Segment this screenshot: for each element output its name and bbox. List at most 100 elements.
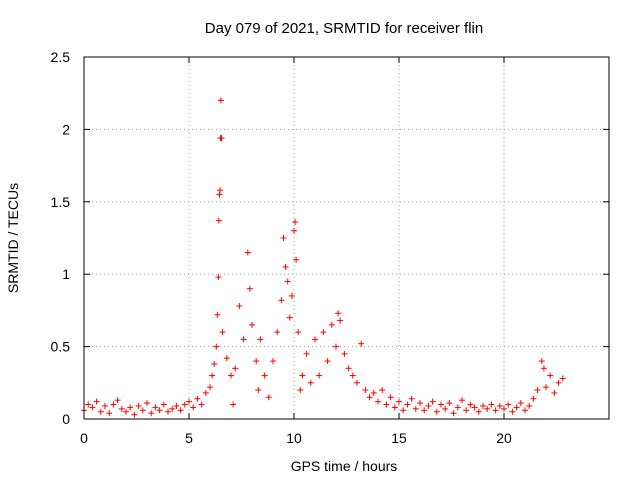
data-point (442, 405, 449, 412)
data-point (216, 191, 223, 198)
data-point (387, 394, 394, 401)
data-point (214, 311, 221, 318)
x-axis-label: GPS time / hours (291, 458, 398, 474)
data-point (93, 398, 100, 405)
data-point (253, 358, 260, 365)
data-point (202, 389, 209, 396)
x-tick-label: 10 (286, 430, 302, 446)
data-point (543, 384, 549, 391)
data-point (534, 387, 541, 394)
data-point (404, 401, 411, 408)
data-point (475, 408, 482, 415)
data-point (383, 401, 390, 408)
data-point (89, 404, 96, 411)
data-point (429, 398, 436, 405)
data-point (236, 303, 243, 310)
data-point (177, 407, 184, 414)
data-point (217, 187, 224, 194)
data-point (173, 402, 180, 409)
data-point (288, 292, 295, 299)
data-point (284, 278, 291, 285)
data-point (292, 219, 299, 226)
data-point (459, 397, 465, 404)
data-point (106, 410, 113, 417)
data-point (408, 395, 415, 402)
data-point (211, 360, 218, 367)
data-point (240, 336, 247, 343)
ticks: 0 0.5 1 1.5 2 2.5 0 5 10 15 20 (51, 49, 609, 446)
data-point (278, 297, 285, 304)
data-point (513, 404, 520, 411)
data-point (97, 408, 104, 415)
data-point (123, 408, 129, 415)
data-point (333, 343, 339, 350)
data-point (433, 408, 440, 415)
data-point (274, 329, 281, 336)
data-point (209, 372, 216, 379)
data-point (335, 310, 342, 317)
data-point (446, 400, 453, 407)
data-point (249, 321, 255, 328)
data-point (135, 402, 142, 409)
data-point (358, 340, 365, 347)
data-point (110, 401, 117, 408)
data-point (217, 97, 224, 104)
data-point (312, 336, 318, 343)
data-point (488, 401, 495, 408)
data-point (454, 404, 461, 411)
data-point (232, 365, 239, 372)
y-tick-label: 2 (62, 121, 70, 137)
data-point (555, 379, 562, 386)
data-point (194, 395, 201, 402)
data-point (538, 358, 545, 365)
data-point (396, 398, 402, 405)
data-point (324, 358, 331, 365)
data-point (307, 379, 314, 386)
data-point (218, 135, 225, 142)
y-tick-label: 0.5 (51, 339, 71, 355)
data-point (501, 405, 507, 412)
data-point (463, 407, 470, 414)
data-point (345, 365, 352, 372)
data-point (484, 405, 491, 412)
data-point (230, 401, 237, 408)
data-point (366, 394, 373, 401)
data-point (114, 397, 121, 404)
data-point (207, 384, 213, 391)
data-point (540, 365, 547, 372)
data-point (391, 404, 398, 411)
x-tick-label: 5 (185, 430, 193, 446)
data-point (496, 402, 503, 409)
data-point (257, 336, 264, 343)
data-point (198, 401, 205, 408)
data-point (505, 401, 512, 408)
data-point (421, 407, 428, 414)
data-point (139, 407, 146, 414)
data-point (438, 401, 444, 408)
data-point (246, 285, 253, 292)
y-tick-label: 0 (62, 411, 70, 427)
data-point (152, 404, 159, 411)
y-tick-label: 2.5 (51, 49, 71, 65)
data-point (299, 372, 306, 379)
data-point (215, 274, 222, 281)
data-point (450, 410, 457, 417)
data-point (370, 389, 377, 396)
data-point (425, 402, 432, 409)
data-point (375, 398, 381, 405)
data-point (417, 400, 423, 407)
data-point (228, 372, 234, 379)
y-tick-label: 1 (62, 266, 70, 282)
data-point (291, 227, 297, 234)
data-point (282, 263, 289, 270)
y-tick-label: 1.5 (51, 194, 71, 210)
data-point (181, 401, 188, 408)
data-point (131, 411, 138, 418)
data-point (127, 404, 134, 411)
data-point (559, 375, 566, 382)
data-point (118, 405, 125, 412)
data-point (362, 387, 369, 394)
data-point (530, 395, 537, 402)
data-point (286, 314, 293, 321)
